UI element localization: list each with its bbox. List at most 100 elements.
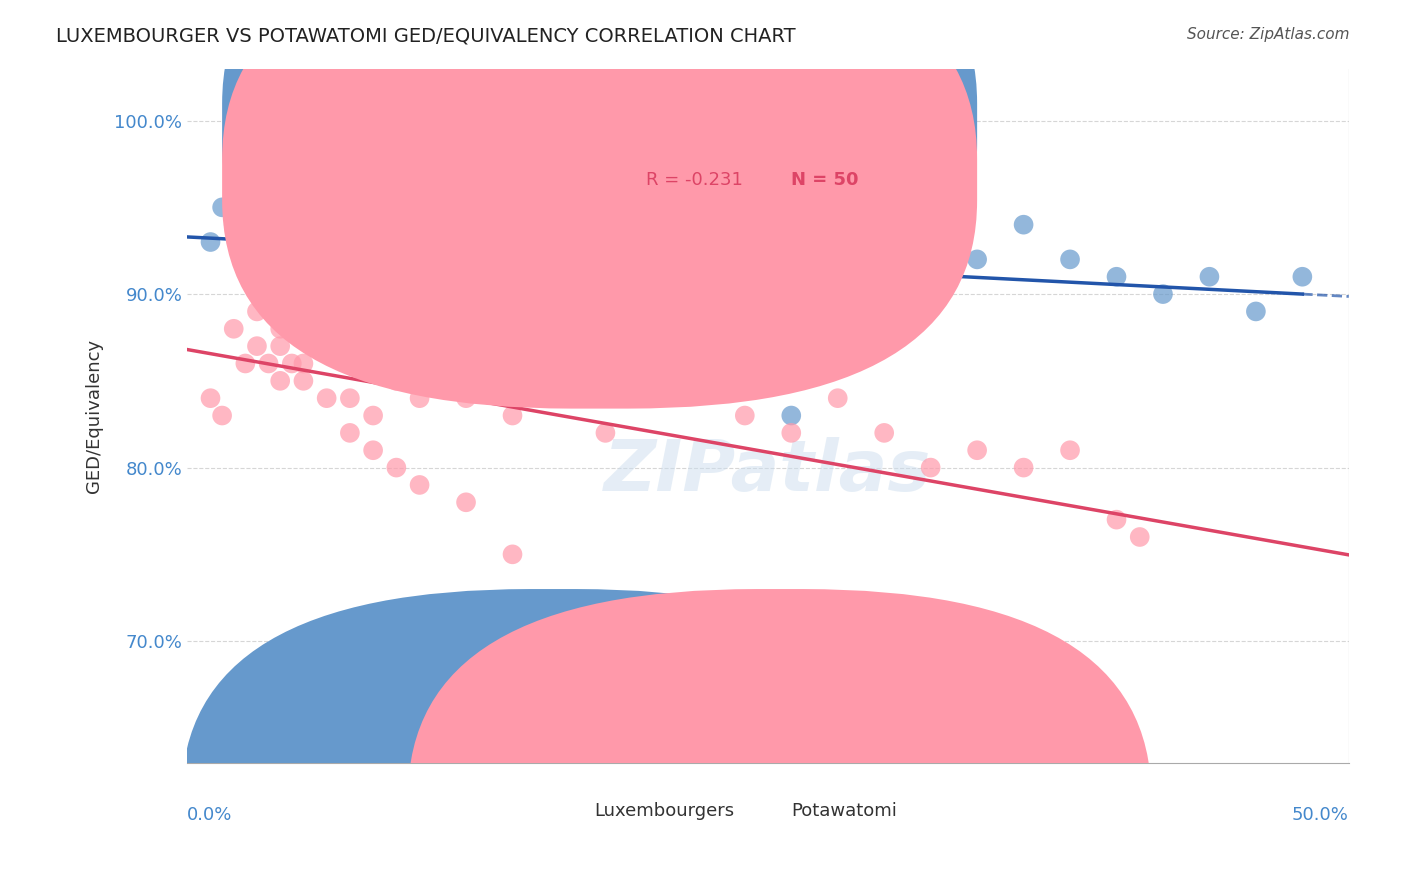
Point	[385, 374, 408, 388]
Point	[269, 322, 291, 336]
Point	[780, 183, 803, 197]
Point	[235, 200, 257, 214]
Point	[502, 252, 524, 267]
Point	[292, 235, 315, 249]
Point	[408, 391, 430, 405]
Point	[292, 287, 315, 301]
Point	[339, 287, 361, 301]
Point	[454, 391, 477, 405]
Point	[1105, 513, 1128, 527]
Point	[315, 287, 337, 301]
Point	[269, 339, 291, 353]
Point	[641, 269, 664, 284]
Point	[361, 409, 384, 423]
Point	[920, 460, 942, 475]
Point	[1105, 269, 1128, 284]
Point	[595, 252, 617, 267]
Point	[1012, 218, 1035, 232]
Point	[1059, 252, 1081, 267]
Point	[502, 547, 524, 561]
Point	[641, 391, 664, 405]
Point	[873, 252, 896, 267]
Text: 50.0%: 50.0%	[1292, 806, 1348, 824]
Text: Source: ZipAtlas.com: Source: ZipAtlas.com	[1187, 27, 1350, 42]
Point	[222, 166, 245, 180]
Point	[269, 252, 291, 267]
Text: LUXEMBOURGER VS POTAWATOMI GED/EQUIVALENCY CORRELATION CHART: LUXEMBOURGER VS POTAWATOMI GED/EQUIVALEN…	[56, 27, 796, 45]
Point	[257, 356, 280, 370]
Text: N = 50: N = 50	[792, 170, 859, 188]
Point	[920, 269, 942, 284]
Point	[339, 339, 361, 353]
Point	[222, 322, 245, 336]
Point	[304, 269, 326, 284]
Point	[374, 269, 396, 284]
Point	[292, 356, 315, 370]
Point	[292, 252, 315, 267]
Point	[222, 218, 245, 232]
Point	[292, 374, 315, 388]
Point	[269, 374, 291, 388]
Point	[1129, 530, 1152, 544]
Point	[339, 200, 361, 214]
Point	[873, 425, 896, 440]
Point	[211, 200, 233, 214]
FancyBboxPatch shape	[408, 589, 1152, 892]
Point	[548, 391, 571, 405]
Point	[454, 495, 477, 509]
Text: Potawatomi: Potawatomi	[792, 802, 897, 820]
Point	[211, 409, 233, 423]
Point	[246, 339, 269, 353]
Point	[257, 183, 280, 197]
Point	[688, 235, 710, 249]
Point	[454, 218, 477, 232]
Point	[1152, 287, 1174, 301]
Point	[269, 218, 291, 232]
Point	[235, 235, 257, 249]
Point	[1198, 269, 1220, 284]
Point	[257, 218, 280, 232]
FancyBboxPatch shape	[222, 0, 977, 353]
Text: Luxembourgers: Luxembourgers	[593, 802, 734, 820]
Point	[361, 252, 384, 267]
Point	[339, 391, 361, 405]
Point	[328, 269, 350, 284]
Point	[304, 218, 326, 232]
Text: R = -0.231: R = -0.231	[647, 170, 742, 188]
Point	[315, 391, 337, 405]
Point	[873, 651, 896, 665]
FancyBboxPatch shape	[222, 0, 977, 409]
Point	[235, 356, 257, 370]
Point	[688, 374, 710, 388]
Point	[235, 200, 257, 214]
Point	[292, 166, 315, 180]
Point	[827, 391, 849, 405]
Point	[780, 425, 803, 440]
Point	[269, 235, 291, 249]
Point	[734, 269, 756, 284]
FancyBboxPatch shape	[181, 589, 925, 892]
Y-axis label: GED/Equivalency: GED/Equivalency	[86, 338, 103, 492]
Point	[502, 409, 524, 423]
Point	[548, 287, 571, 301]
Point	[315, 252, 337, 267]
Text: ZIPatlas: ZIPatlas	[605, 436, 932, 506]
Point	[350, 252, 373, 267]
Point	[257, 287, 280, 301]
Point	[1059, 443, 1081, 458]
Point	[246, 304, 269, 318]
Point	[246, 166, 269, 180]
Point	[408, 478, 430, 492]
Point	[222, 183, 245, 197]
Point	[281, 269, 304, 284]
Point	[1291, 269, 1313, 284]
Point	[827, 287, 849, 301]
Text: 0.0%: 0.0%	[187, 806, 232, 824]
Point	[966, 252, 988, 267]
Point	[246, 235, 269, 249]
Point	[385, 460, 408, 475]
Point	[966, 443, 988, 458]
Point	[200, 391, 222, 405]
FancyBboxPatch shape	[547, 103, 942, 228]
Point	[315, 322, 337, 336]
